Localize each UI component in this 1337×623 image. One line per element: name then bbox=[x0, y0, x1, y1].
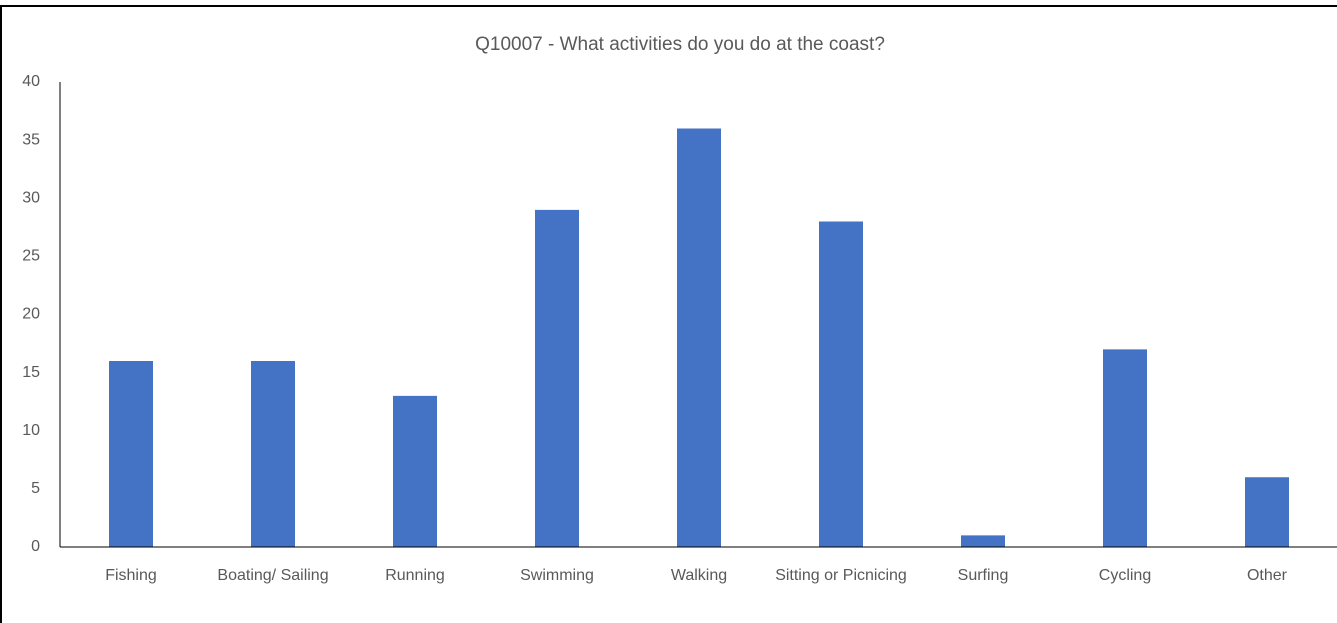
bar bbox=[677, 128, 721, 547]
y-tick-label: 15 bbox=[22, 364, 40, 381]
x-tick-label: Surfing bbox=[957, 567, 1009, 584]
x-tick-label: Walking bbox=[670, 567, 728, 584]
y-tick-label: 35 bbox=[22, 131, 40, 148]
x-tick-label: Sitting or Picnicing bbox=[775, 567, 907, 584]
y-tick-label: 0 bbox=[31, 538, 40, 555]
frame bbox=[0, 5, 1337, 623]
bar bbox=[393, 395, 437, 547]
x-tick-label: Swimming bbox=[520, 567, 594, 584]
bar bbox=[109, 361, 153, 547]
y-tick-label: 5 bbox=[31, 480, 40, 497]
bar bbox=[1103, 349, 1147, 547]
y-tick-label: 25 bbox=[22, 248, 40, 265]
bar bbox=[251, 361, 295, 547]
y-tick-label: 10 bbox=[22, 422, 40, 439]
x-tick-label: Running bbox=[385, 567, 445, 584]
x-tick-label: Boating/ Sailing bbox=[217, 567, 329, 584]
chart-title: Q10007 - What activities do you do at th… bbox=[475, 34, 885, 55]
x-tick-label: Cycling bbox=[1098, 567, 1152, 584]
x-tick-label: Fishing bbox=[105, 567, 157, 584]
bar bbox=[535, 209, 579, 547]
bar bbox=[819, 221, 863, 547]
y-tick-label: 20 bbox=[22, 306, 40, 323]
y-tick-label: 30 bbox=[22, 189, 40, 206]
bar bbox=[1245, 477, 1289, 547]
y-tick-label: 40 bbox=[22, 73, 40, 90]
bar bbox=[961, 535, 1005, 547]
x-tick-label: Other bbox=[1246, 567, 1287, 584]
